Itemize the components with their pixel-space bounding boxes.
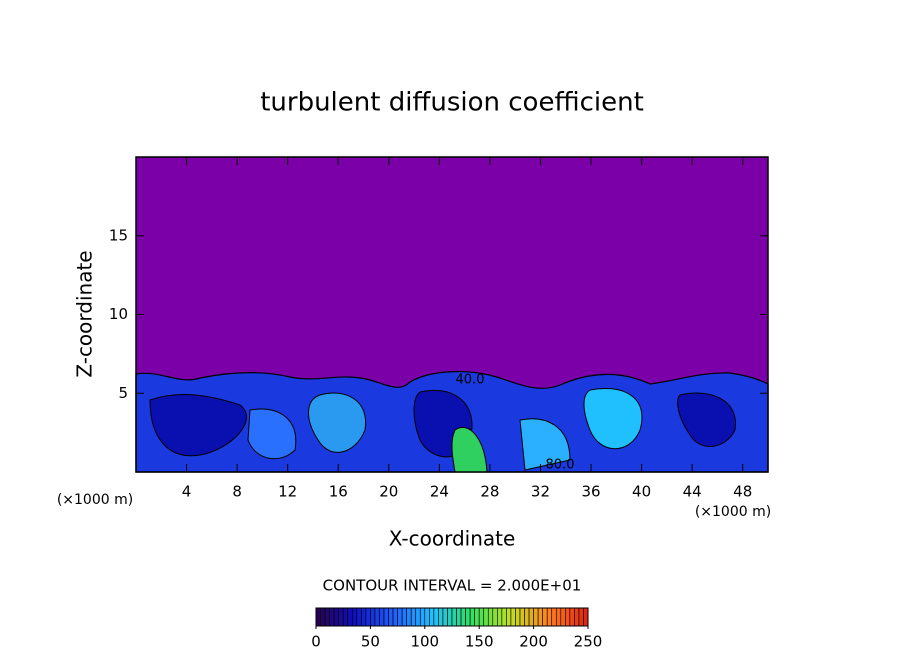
x-tick-label: 40 — [632, 483, 651, 501]
colorbar-cell — [451, 607, 457, 627]
colorbar-cell — [524, 607, 530, 627]
colorbar-cell — [333, 607, 339, 627]
colorbar-cell — [510, 607, 516, 627]
colorbar-cell — [365, 607, 371, 627]
colorbar-cell — [419, 607, 426, 627]
colorbar-cell — [361, 607, 367, 627]
y-unit-label: (×1000 m) — [57, 492, 133, 508]
x-tick-label: 36 — [581, 483, 600, 501]
colorbar-tick-label: 200 — [519, 633, 548, 651]
colorbar-cell — [519, 607, 525, 627]
colorbar-cell — [320, 607, 326, 627]
colorbar-cell — [410, 607, 417, 627]
colorbar: 0 50 100 150 200 250 — [311, 607, 603, 651]
x-tick-label: 32 — [531, 483, 550, 501]
colorbar-cell — [528, 607, 534, 627]
y-axis-label: Z-coordinate — [73, 250, 97, 377]
colorbar-cell — [388, 607, 394, 627]
colorbar-cell — [379, 607, 385, 627]
contour-label: 80.0 — [546, 458, 575, 473]
colorbar-cell — [546, 607, 553, 627]
colorbar-tick-label: 250 — [574, 633, 603, 651]
x-tick-label: 24 — [430, 483, 449, 501]
colorbar-cell — [324, 607, 330, 627]
colorbar-frame — [315, 607, 589, 627]
colorbar-tick-label: 50 — [361, 633, 380, 651]
colorbar-cell — [542, 607, 548, 627]
contour-interval: CONTOUR INTERVAL = 2.000E+01 — [323, 577, 582, 595]
colorbar-cell — [374, 607, 380, 627]
y-tick-label: 10 — [109, 305, 128, 323]
colorbar-tick-label: 0 — [311, 633, 321, 651]
field — [135, 371, 769, 473]
colorbar-cell — [478, 607, 485, 627]
colorbar-cell — [583, 607, 589, 627]
colorbar-cell — [424, 607, 430, 627]
colorbar-cell — [501, 607, 507, 627]
colorbar-cell — [469, 607, 475, 627]
colorbar-cell — [537, 607, 543, 627]
colorbar-cell — [492, 607, 498, 627]
colorbar-cell — [401, 607, 407, 627]
colorbar-cell — [315, 607, 321, 627]
y-tick-label: 5 — [118, 384, 128, 402]
colorbar-cell — [574, 607, 580, 627]
colorbar-cell — [433, 607, 439, 627]
colorbar-cell — [483, 607, 489, 627]
colorbar-cell — [474, 607, 480, 627]
colorbar-cell — [506, 607, 512, 627]
colorbar-cell — [383, 607, 389, 627]
colorbar-cell — [329, 607, 335, 627]
colorbar-cell — [438, 607, 444, 627]
colorbar-cell — [442, 607, 448, 627]
colorbar-tick-label: 150 — [465, 633, 494, 651]
x-tick-label: 20 — [379, 483, 398, 501]
x-tick-label: 12 — [278, 483, 297, 501]
colorbar-cell — [342, 607, 349, 627]
x-tick-label: 8 — [232, 483, 242, 501]
colorbar-cell — [533, 607, 539, 627]
x-unit-label: (×1000 m) — [695, 504, 771, 520]
colorbar-cell — [370, 607, 376, 627]
colorbar-cell — [447, 607, 453, 627]
colorbar-cell — [429, 607, 435, 627]
colorbar-cell — [560, 607, 566, 627]
colorbar-cell — [578, 607, 584, 627]
colorbar-cell — [565, 607, 571, 627]
colorbar-cell — [551, 607, 557, 627]
colorbar-cell — [338, 607, 344, 627]
colorbar-cell — [569, 607, 575, 627]
colorbar-cell — [347, 607, 353, 627]
colorbar-cell — [406, 607, 412, 627]
colorbar-cell — [465, 607, 471, 627]
colorbar-cell — [415, 607, 421, 627]
colorbar-cell — [460, 607, 466, 627]
colorbar-cell — [351, 607, 358, 627]
colorbar-cell — [555, 607, 562, 627]
colorbar-cell — [356, 607, 362, 627]
colorbar-tick-label: 100 — [410, 633, 439, 651]
colorbar-cell — [497, 607, 503, 627]
colorbar-cell — [515, 607, 521, 627]
x-axis-label: X-coordinate — [389, 527, 516, 551]
x-tick-label: 44 — [683, 483, 702, 501]
colorbar-cell — [487, 607, 494, 627]
x-tick-label: 16 — [329, 483, 348, 501]
contour-label: 40.0 — [456, 373, 485, 388]
y-tick-label: 15 — [109, 226, 128, 244]
colorbar-cell — [456, 607, 462, 627]
chart-title: turbulent diffusion coefficient — [260, 88, 644, 118]
x-tick-label: 28 — [480, 483, 499, 501]
colorbar-cell — [397, 607, 403, 627]
x-tick-label: 4 — [182, 483, 192, 501]
colorbar-cell — [392, 607, 398, 627]
x-tick-label: 48 — [733, 483, 752, 501]
